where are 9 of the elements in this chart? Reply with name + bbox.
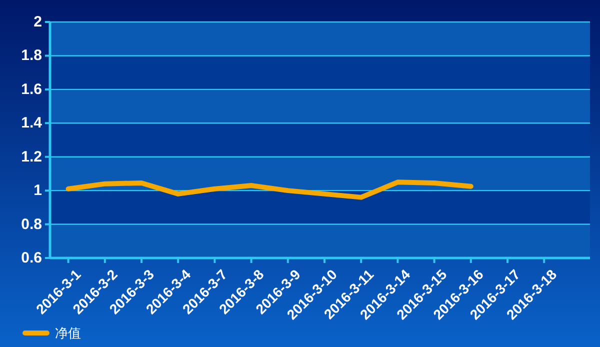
y-tick-label: 1.6 <box>21 80 42 98</box>
y-tick-label: 0.8 <box>21 216 42 233</box>
y-tick-label: 1.8 <box>21 47 42 64</box>
y-tick-label: 1 <box>34 182 42 200</box>
y-tick-label: 1.2 <box>21 148 42 166</box>
y-tick-label: 0.6 <box>21 250 42 266</box>
legend-label: 净值 <box>55 326 81 340</box>
y-tick-label: 2 <box>34 14 42 30</box>
y-tick-label: 1.4 <box>21 114 43 132</box>
